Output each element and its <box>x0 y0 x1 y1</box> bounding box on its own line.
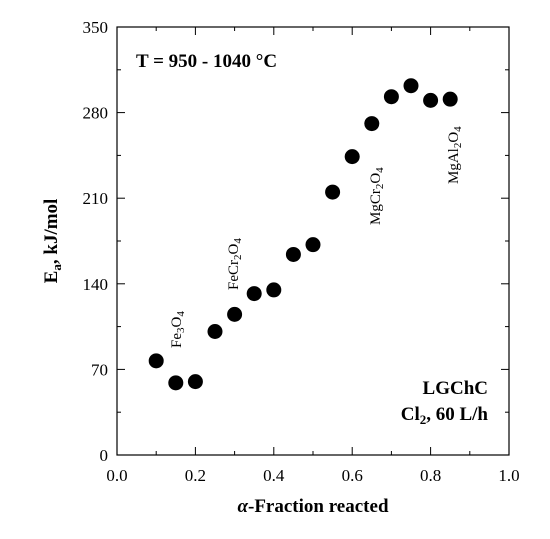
data-point <box>207 323 223 339</box>
x-tick-label: 0.4 <box>263 466 285 485</box>
y-tick-labels: 0 70 140 210 280 350 <box>83 18 109 465</box>
data-point <box>344 149 360 165</box>
phase-label-mgcr2o4: MgCr2O4 <box>368 167 386 225</box>
x-tick-label: 0.0 <box>106 466 127 485</box>
data-point <box>187 374 203 390</box>
x-tick-labels: 0.0 0.2 0.4 0.6 0.8 1.0 <box>106 466 519 485</box>
data-point <box>246 286 262 302</box>
data-point <box>383 89 399 105</box>
data-point <box>168 375 184 391</box>
data-point <box>305 237 321 253</box>
x-tick-label: 0.6 <box>342 466 363 485</box>
x-axis-title: α-Fraction reacted <box>237 496 388 517</box>
phase-label-fe3o4: Fe3O4 <box>169 311 187 348</box>
data-point <box>442 91 458 107</box>
gas-annotation: Cl2, 60 L/h <box>401 404 489 427</box>
phase-label-fecr2o4: FeCr2O4 <box>226 238 244 290</box>
data-point <box>148 353 164 369</box>
data-points <box>148 78 458 391</box>
y-tick-label: 70 <box>91 360 108 379</box>
x-tick-label: 1.0 <box>498 466 519 485</box>
x-tick-label: 0.8 <box>420 466 441 485</box>
data-point <box>364 116 380 132</box>
phase-label-mgal2o4: MgAl2O4 <box>446 126 464 184</box>
data-point <box>266 282 282 298</box>
data-point <box>403 78 419 94</box>
y-axis-title: Ea, kJ/mol <box>41 199 64 284</box>
y-tick-label: 140 <box>83 275 109 294</box>
data-point <box>227 306 243 322</box>
temperature-annotation: T = 950 - 1040 °C <box>136 51 277 72</box>
y-tick-label: 0 <box>100 446 109 465</box>
y-tick-label: 210 <box>83 189 109 208</box>
axis-ticks <box>116 26 510 456</box>
data-point <box>285 246 301 262</box>
x-tick-label: 0.2 <box>185 466 206 485</box>
data-point <box>325 184 341 200</box>
data-point <box>423 92 439 108</box>
sample-annotation: LGChC <box>423 378 488 399</box>
y-tick-label: 280 <box>83 104 109 123</box>
y-tick-label: 350 <box>83 18 109 37</box>
